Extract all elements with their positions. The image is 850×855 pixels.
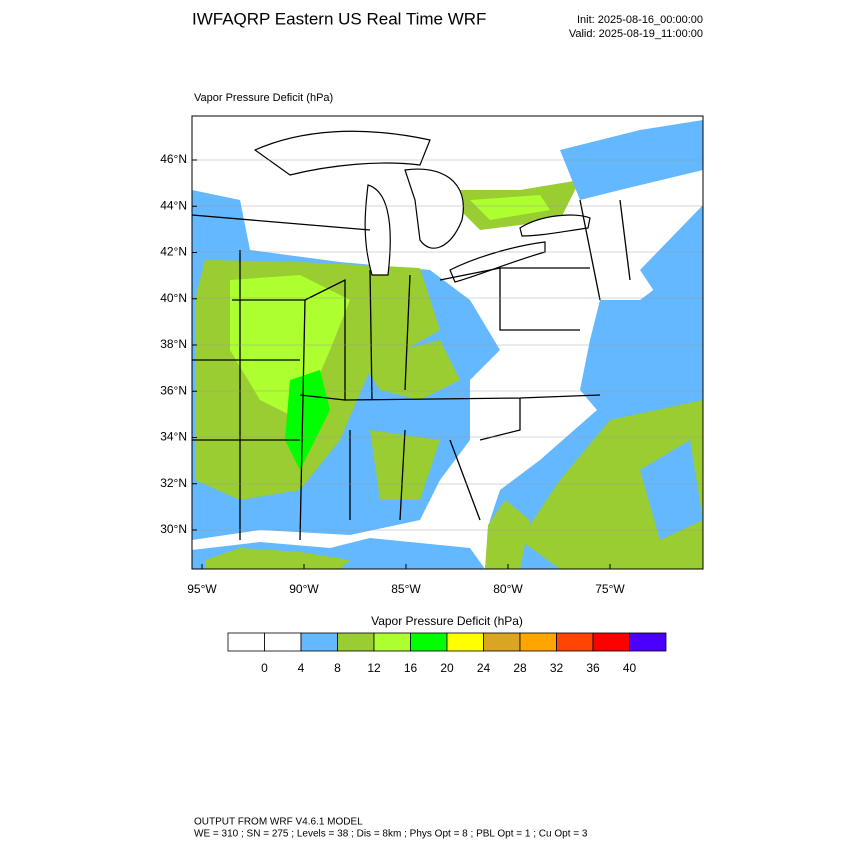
footer-line: WE = 310 ; SN = 275 ; Levels = 38 ; Dis … (194, 829, 588, 840)
colorbar-box (446, 632, 484, 652)
lon-label: 90°W (289, 582, 319, 596)
colorbar-box (337, 632, 375, 652)
colorbar-label: 28 (513, 661, 527, 675)
valid-time: Valid: 2025-08-19_11:00:00 (569, 28, 703, 40)
lat-label: 34°N (160, 430, 187, 444)
lat-label: 44°N (160, 198, 187, 212)
lat-label: 42°N (160, 245, 187, 259)
colorbar-box (592, 632, 630, 652)
colorbar-title: Vapor Pressure Deficit (hPa) (371, 614, 523, 628)
lat-label: 30°N (160, 522, 187, 536)
colorbar-label: 12 (367, 661, 381, 675)
lon-label: 95°W (187, 582, 217, 596)
colorbar-box (227, 632, 265, 652)
init-time: Init: 2025-08-16_00:00:00 (577, 14, 703, 26)
colorbar-label: 0 (261, 661, 268, 675)
colorbar-box (264, 632, 302, 652)
colorbar-box (300, 632, 338, 652)
colorbar-box (410, 632, 448, 652)
colorbar-box (483, 632, 521, 652)
colorbar-label: 32 (550, 661, 564, 675)
lon-label: 85°W (391, 582, 421, 596)
colorbar-box (629, 632, 667, 652)
lat-label: 32°N (160, 476, 187, 490)
axes: 46°N 44°N 42°N 40°N 38°N 36°N 34°N 32°N 30°N 95°W… (160, 152, 625, 596)
lat-label: 38°N (160, 337, 187, 351)
colorbar-label: 40 (623, 661, 637, 675)
colorbar-box (519, 632, 557, 652)
colorbar: 0 4 8 12 16 20 24 28 32 36 40 (227, 632, 667, 675)
colorbar-label: 8 (334, 661, 341, 675)
map-label: Vapor Pressure Deficit (hPa) (194, 92, 333, 104)
footer-line: OUTPUT FROM WRF V4.6.1 MODEL (194, 817, 363, 828)
map-frame (191, 115, 704, 570)
lat-label: 46°N (160, 152, 187, 166)
colorbar-label: 36 (586, 661, 600, 675)
colorbar-label: 24 (477, 661, 491, 675)
colorbar-box (556, 632, 594, 652)
lat-label: 36°N (160, 383, 187, 397)
lon-label: 75°W (595, 582, 625, 596)
map (192, 116, 703, 569)
colorbar-label: 4 (298, 661, 305, 675)
lat-label: 40°N (160, 291, 187, 305)
colorbar-box (373, 632, 411, 652)
colorbar-label: 20 (440, 661, 454, 675)
lon-label: 80°W (493, 582, 523, 596)
title: IWFAQRP Eastern US Real Time WRF (192, 9, 486, 28)
colorbar-label: 16 (404, 661, 418, 675)
